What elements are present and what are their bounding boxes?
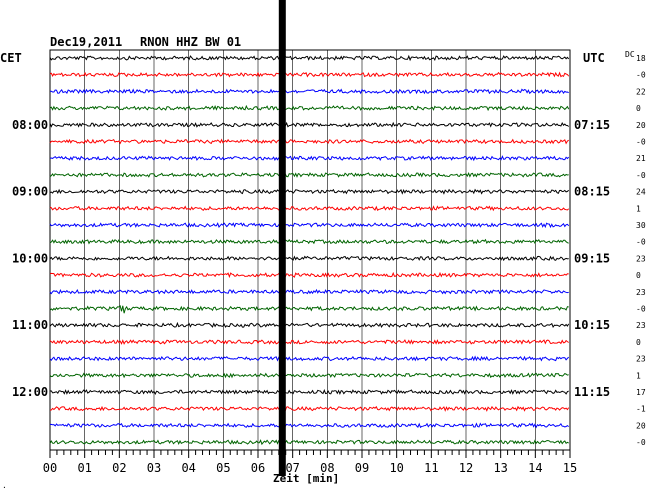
seismic-trace [49, 320, 570, 330]
x-axis-label: Zeit [min] [273, 472, 339, 485]
dc-offset-label: -0 [636, 138, 646, 147]
dc-offset-label: 23 [636, 254, 646, 263]
date-label: Dec19,2011 [50, 35, 122, 49]
dc-offset-label: -0 [636, 71, 646, 80]
seismic-trace [49, 205, 570, 213]
dc-offset-label: 24 [636, 188, 646, 197]
dc-offset-label: -0 [636, 171, 646, 180]
dc-header-label: DC [625, 50, 635, 59]
seismic-trace [49, 222, 570, 230]
dc-offset-label: 21 [636, 154, 646, 163]
seismic-trace [49, 255, 569, 262]
x-tick-label: 07 [285, 461, 299, 475]
time-marker-bar [278, 0, 286, 476]
left-hour-label: 09:00 [12, 185, 48, 199]
dc-offset-label: 20 [636, 421, 646, 430]
dc-offset-label: 23 [636, 288, 646, 297]
seismic-trace [49, 337, 569, 347]
hour-labels-layer: 08:00 09:00 10:00 11:00 12:00 07:15 08:15 09:15… [12, 118, 610, 399]
right-hour-label: 07:15 [574, 118, 610, 132]
x-tick-label: 12 [459, 461, 473, 475]
x-tick-label: 08 [320, 461, 334, 475]
seismic-trace [49, 355, 570, 362]
seismic-trace [49, 171, 569, 179]
seismic-trace [49, 155, 570, 163]
dc-offset-label: 0 [636, 271, 641, 280]
seismic-trace [49, 404, 570, 413]
seismic-trace [49, 137, 569, 146]
dc-offset-label: 22 [636, 87, 646, 96]
station-label: RNON HHZ BW 01 [140, 35, 241, 49]
dc-labels-layer: 18 -0 22 0 20 -0 21 -0 24 1 30 -0 23 0 23 -0 23 0 23 1 17 -1 2… [636, 54, 646, 447]
seismic-trace [49, 188, 570, 195]
seismic-trace [49, 388, 569, 396]
plot-frame [49, 49, 571, 451]
dc-offset-label: 18 [636, 54, 646, 63]
traces-layer [49, 54, 570, 446]
left-timezone-label: CET [0, 51, 22, 65]
corner-mark: . [2, 481, 7, 490]
x-tick-label: 10 [389, 461, 403, 475]
dc-offset-label: 20 [636, 121, 646, 130]
x-tick-label: 03 [147, 461, 161, 475]
dc-offset-label: 23 [636, 355, 646, 364]
seismic-trace [49, 121, 570, 129]
dc-offset-label: 30 [636, 221, 646, 230]
seismic-trace [49, 271, 569, 280]
dc-offset-label: -1 [636, 405, 646, 414]
right-hour-label: 10:15 [574, 318, 610, 332]
seismic-trace [49, 420, 570, 430]
seismic-trace [49, 288, 569, 296]
seismic-trace [49, 238, 569, 246]
dc-offset-label: 0 [636, 104, 641, 113]
left-hour-label: 11:00 [12, 318, 48, 332]
left-hour-label: 10:00 [12, 251, 48, 265]
right-hour-label: 09:15 [574, 251, 610, 265]
x-tick-label: 02 [112, 461, 126, 475]
dc-offset-label: -0 [636, 238, 646, 247]
dc-offset-label: 0 [636, 338, 641, 347]
right-hour-label: 08:15 [574, 185, 610, 199]
seismic-trace [49, 71, 570, 79]
seismic-trace [49, 104, 570, 113]
dc-offset-label: 17 [636, 388, 646, 397]
tick-labels-layer: 00 01 02 03 04 05 06 07 08 09 10 11 12 13 14 15 [43, 461, 577, 475]
x-tick-label: 06 [251, 461, 265, 475]
grid-layer [49, 49, 571, 458]
dc-offset-label: 1 [636, 371, 641, 380]
seismic-trace [49, 54, 570, 62]
seismic-trace [49, 371, 569, 381]
seismic-trace [49, 303, 569, 314]
right-hour-label: 11:15 [574, 385, 610, 399]
dc-offset-label: -0 [636, 438, 646, 447]
x-tick-label: 11 [424, 461, 438, 475]
x-tick-label: 14 [528, 461, 542, 475]
x-tick-label: 01 [77, 461, 91, 475]
dc-offset-label: 1 [636, 204, 641, 213]
x-tick-label: 04 [181, 461, 195, 475]
seismic-trace [50, 88, 569, 97]
x-tick-label: 00 [43, 461, 57, 475]
dc-offset-label: -0 [636, 305, 646, 314]
left-hour-label: 12:00 [12, 385, 48, 399]
left-hour-label: 08:00 [12, 118, 48, 132]
x-tick-label: 09 [355, 461, 369, 475]
seismic-trace [49, 436, 569, 446]
dc-offset-label: 23 [636, 321, 646, 330]
x-tick-label: 15 [563, 461, 577, 475]
right-timezone-label: UTC [583, 51, 605, 65]
x-tick-label: 05 [216, 461, 230, 475]
x-tick-label: 13 [493, 461, 507, 475]
